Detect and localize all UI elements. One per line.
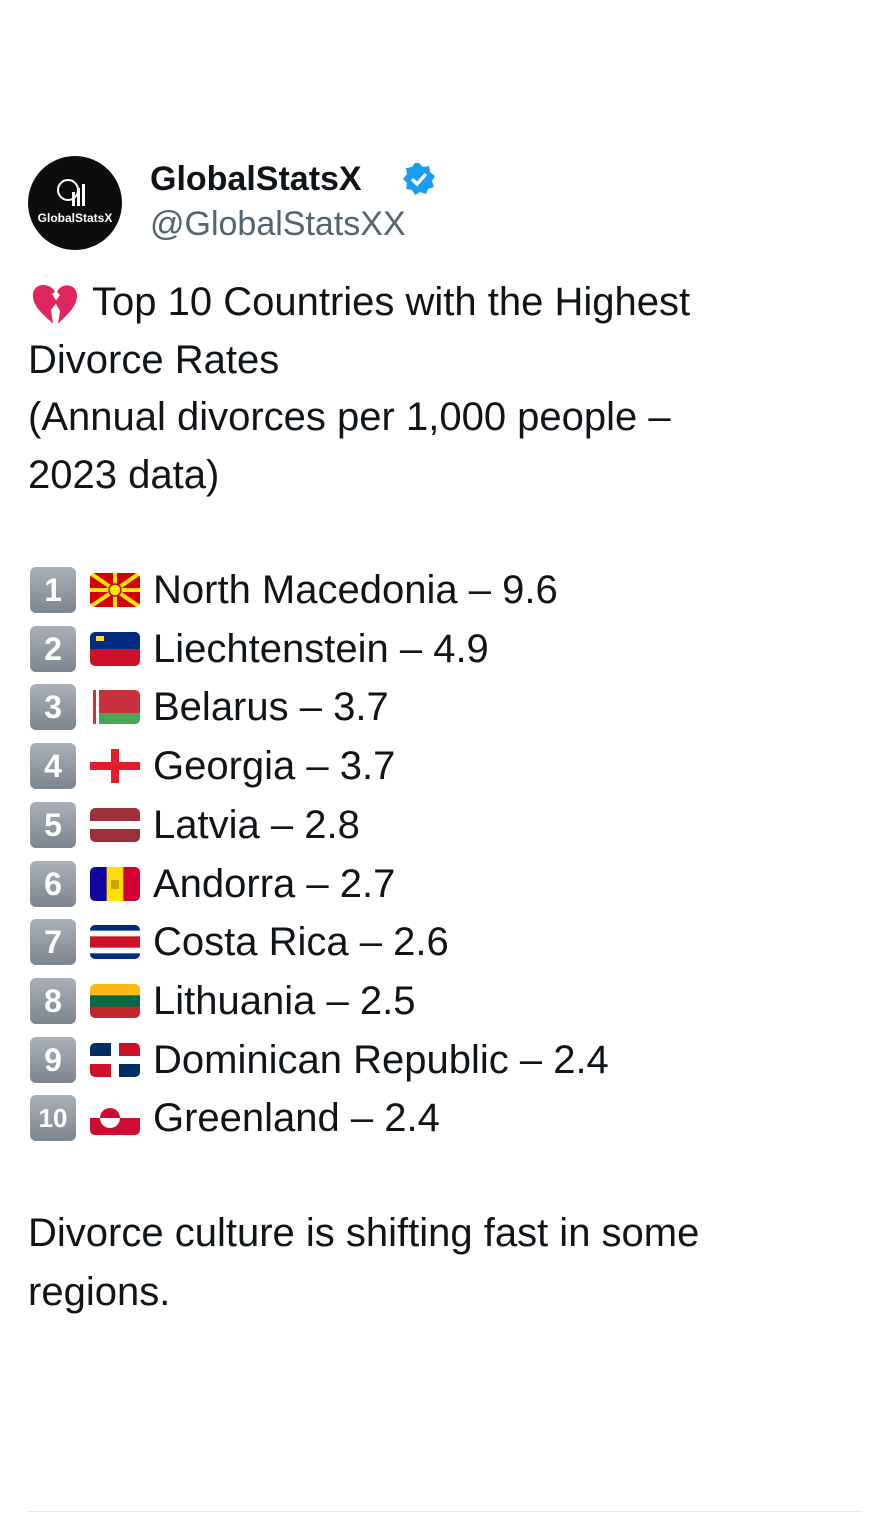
post-title-line: Top 10 Countries with the Highest	[92, 280, 691, 324]
broken-heart-icon	[32, 285, 78, 324]
flag	[90, 1042, 140, 1077]
flag-icon	[90, 1042, 140, 1082]
post-footer-line: Divorce culture is shifting fast in some	[28, 1211, 700, 1255]
post-footer-line: regions.	[28, 1269, 171, 1314]
list-item-text: Belarus – 3.7	[153, 685, 389, 730]
rank-keycap: 5	[30, 801, 76, 848]
post-title-line: (Annual divorces per 1,000 people –	[28, 395, 671, 440]
list-item-text: Costa Rica – 2.6	[153, 920, 449, 965]
list-item-text: Latvia – 2.8	[153, 802, 360, 847]
flag	[90, 690, 140, 725]
rank-keycap: 6	[30, 860, 76, 907]
post-title-line: Divorce Rates	[28, 337, 280, 382]
flag	[90, 807, 140, 842]
flag-icon	[90, 866, 140, 906]
flag-icon	[90, 807, 140, 847]
list-item-text: Andorra – 2.7	[153, 861, 396, 906]
post-title-line: 2023 data)	[28, 453, 220, 498]
flag-icon	[90, 631, 140, 671]
flag	[90, 573, 140, 607]
flag-icon	[90, 983, 140, 1023]
rank-keycap: 1	[30, 567, 76, 613]
flag	[90, 631, 140, 666]
list-item-text: Dominican Republic – 2.4	[153, 1037, 609, 1082]
flag	[90, 925, 140, 960]
rank-keycap: 8	[30, 977, 76, 1024]
flag	[90, 1101, 140, 1136]
divider	[28, 1511, 862, 1512]
avatar[interactable]: GlobalStatsX	[28, 156, 122, 250]
flag	[90, 983, 140, 1018]
flag-icon	[90, 749, 140, 788]
avatar-label: GlobalStatsX	[38, 211, 113, 225]
rank-keycap: 10	[30, 1095, 76, 1142]
list-item-text: Liechtenstein – 4.9	[153, 626, 489, 671]
list-item-text: North Macedonia – 9.6	[153, 568, 558, 612]
list-item-text: Greenland – 2.4	[153, 1096, 440, 1141]
display-name[interactable]: GlobalStatsX	[150, 160, 362, 198]
flag	[90, 749, 140, 784]
flag	[90, 866, 140, 901]
list-item-text: Lithuania – 2.5	[153, 978, 416, 1023]
rank-keycap: 7	[30, 919, 76, 966]
rank-keycap: 2	[30, 625, 76, 672]
flag-icon	[90, 573, 140, 612]
rank-keycap: 4	[30, 743, 76, 790]
verified-badge	[403, 163, 435, 195]
rank-keycap: 3	[30, 684, 76, 731]
handle[interactable]: @GlobalStatsXX	[150, 205, 406, 243]
list-item-text: Georgia – 3.7	[153, 744, 396, 789]
flag-icon	[90, 1101, 140, 1140]
flag-icon	[90, 690, 140, 729]
flag-icon	[90, 925, 140, 964]
rank-keycap: 9	[30, 1036, 76, 1083]
